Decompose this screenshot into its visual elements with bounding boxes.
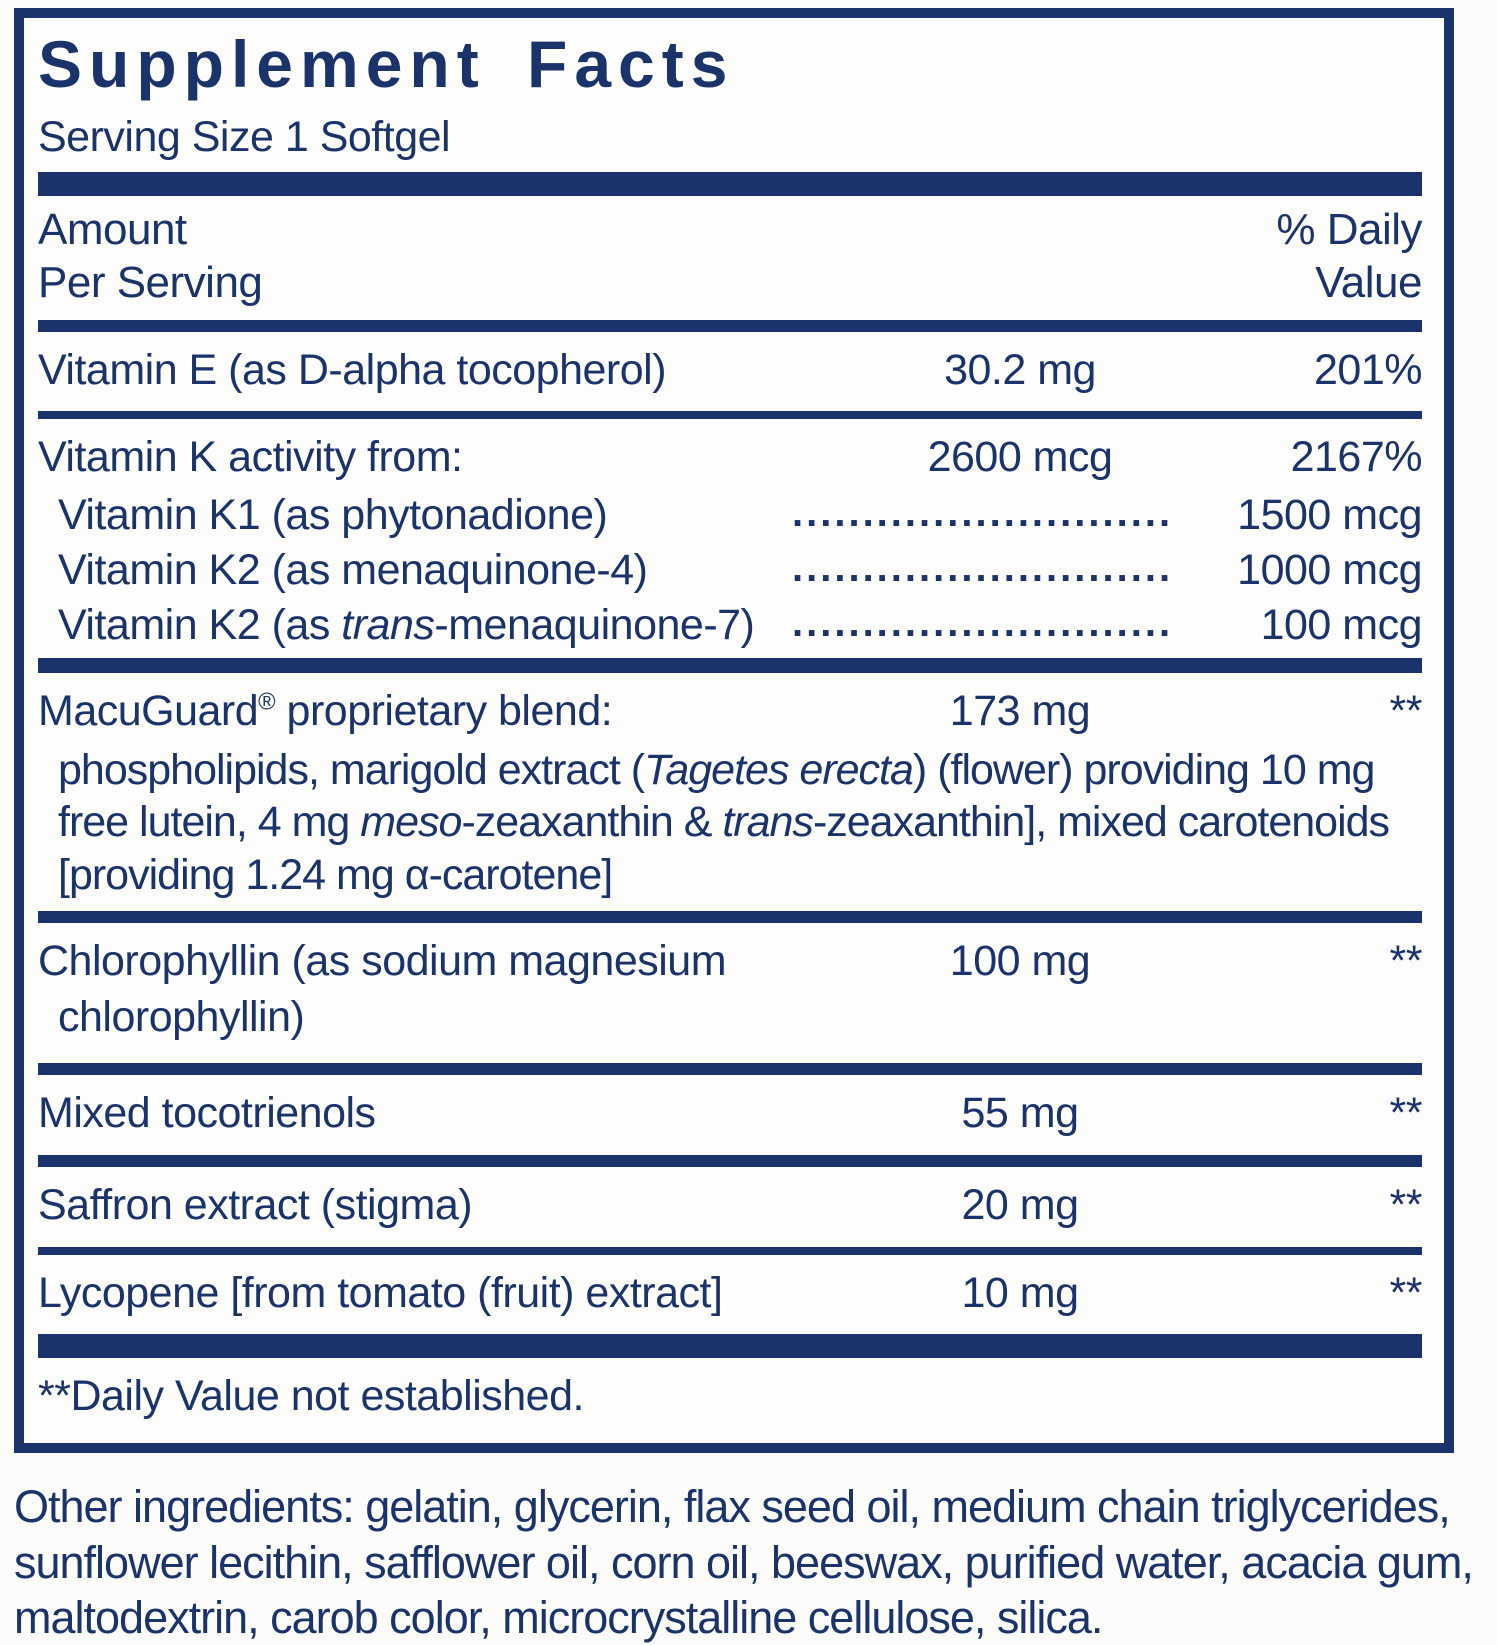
dot-leader: ............................ [792,491,1170,536]
ingredient-amount: 30.2 mg [944,345,1096,394]
divider-vitamin-e [38,411,1422,420]
ingredient-daily-value: 2167% [1290,433,1423,482]
ingredient-daily-value: ** [1389,1268,1423,1317]
amount-header-line1: Amount [38,205,187,255]
ingredient-daily-value: ** [1389,687,1423,736]
ingredient-amount: 1500 mcg [1237,491,1422,540]
ingredient-amount: 20 mg [961,1181,1079,1230]
row-macuguard-blend: MacuGuard® proprietary blend: 173 mg ** … [38,673,1423,911]
row-mixed-tocotrienols: Mixed tocotrienols 55 mg ** [38,1075,1423,1155]
ingredient-amount: 10 mg [961,1268,1079,1317]
daily-value-header-line2: Value [1315,258,1422,308]
ingredient-daily-value: ** [1389,937,1423,986]
row-chlorophyllin-group: Chlorophyllin (as sodium magnesium 100 m… [38,923,1423,1063]
row-vitamin-k: Vitamin K activity from: 2600 mcg 2167% [38,419,1423,488]
ingredient-amount: 100 mg [949,937,1091,986]
ingredient-daily-value: ** [1389,1089,1423,1138]
ingredient-amount: 100 mcg [1260,600,1423,649]
dot-leader: ............................ [792,600,1170,645]
supplement-label-page: Supplement Facts Serving Size 1 Softgel … [14,8,1474,1643]
divider-top-thick [38,172,1422,197]
row-vitamin-e: Vitamin E (as D-alpha tocopherol) 30.2 m… [38,332,1423,412]
divider-saffron [38,1246,1422,1255]
row-chlorophyllin: Chlorophyllin (as sodium magnesium 100 m… [38,923,1423,992]
daily-value-header: % Daily Value [1170,204,1422,310]
ingredient-name: Mixed tocotrienols [38,1089,376,1138]
ingredient-name: Vitamin E (as D-alpha tocopherol) [38,345,667,394]
supplement-facts-panel: Supplement Facts Serving Size 1 Softgel … [14,8,1454,1454]
ingredient-amount: 2600 mcg [927,433,1113,482]
divider-header [38,319,1422,332]
column-header-row: Amount Per Serving % Daily Value [38,196,1423,320]
row-vitamin-k-group: Vitamin K activity from: 2600 mcg 2167% … [38,419,1423,658]
other-ingredients: Other ingredients: gelatin, glycerin, fl… [14,1481,1474,1643]
ingredient-name: Lycopene [from tomato (fruit) extract] [38,1268,723,1317]
ingredient-daily-value: 201% [1314,345,1422,394]
ingredient-name: Chlorophyllin (as sodium magnesium [38,937,727,986]
divider-macuguard [38,911,1422,924]
ingredient-name-continued: chlorophyllin) [58,992,305,1041]
subrow-vitamin-k1: Vitamin K1 (as phytonadione) ...........… [38,488,1423,543]
divider-vitamin-k [38,658,1422,674]
row-lycopene: Lycopene [from tomato (fruit) extract] 1… [38,1255,1423,1335]
subrow-vitamin-k2-mk7: Vitamin K2 (as trans-menaquinone-7) ....… [38,598,1423,653]
ingredient-amount: 173 mg [949,687,1091,736]
ingredient-daily-value: ** [1389,1181,1423,1230]
divider-chlorophyllin [38,1063,1422,1076]
dot-leader: ............................ [792,545,1170,590]
ingredient-name: Vitamin K2 (as trans-menaquinone-7) [58,600,755,649]
daily-value-header-line1: % Daily [1276,205,1422,255]
divider-tocotrienols [38,1155,1422,1168]
ingredient-amount: 55 mg [961,1089,1079,1138]
ingredient-name: Vitamin K activity from: [38,433,463,482]
ingredient-name: Vitamin K1 (as phytonadione) [58,491,608,540]
divider-bottom-thick [38,1334,1422,1359]
subrow-vitamin-k2-mk4: Vitamin K2 (as menaquinone-4) ..........… [38,543,1423,598]
daily-value-footnote: **Daily Value not established. [38,1372,584,1421]
amount-per-serving-header: Amount Per Serving [38,204,1170,310]
blend-description: phospholipids, marigold extract (Tagetes… [58,745,1390,899]
ingredient-name: Saffron extract (stigma) [38,1181,473,1230]
serving-size: Serving Size 1 Softgel [38,113,451,162]
ingredient-amount: 1000 mcg [1237,545,1422,594]
ingredient-name: MacuGuard® proprietary blend: [38,687,613,736]
amount-header-line2: Per Serving [38,258,263,308]
panel-title: Supplement Facts [38,27,735,101]
row-macuguard: MacuGuard® proprietary blend: 173 mg ** [38,673,1423,742]
row-saffron: Saffron extract (stigma) 20 mg ** [38,1167,1423,1247]
ingredient-name: Vitamin K2 (as menaquinone-4) [58,545,648,594]
